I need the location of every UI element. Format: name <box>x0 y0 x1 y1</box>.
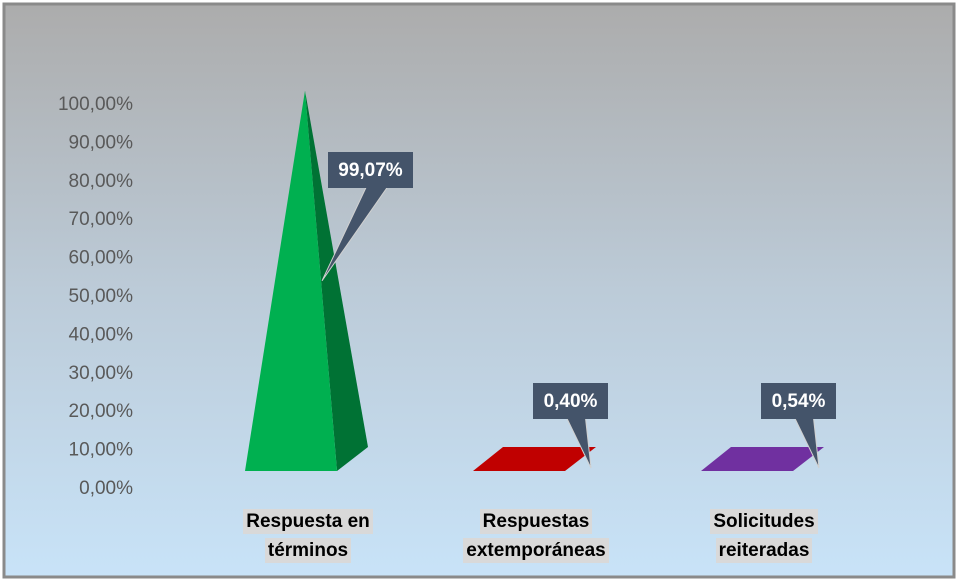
callout-box <box>328 152 413 188</box>
callout-box <box>533 383 608 419</box>
y-tick-label: 60,00% <box>69 248 134 269</box>
callout-box <box>761 383 836 419</box>
pyramid <box>245 90 368 471</box>
data-label: 99,07% <box>338 160 403 181</box>
y-tick-label: 70,00% <box>69 209 134 230</box>
y-tick-label: 100,00% <box>58 94 133 115</box>
x-tick-text: Respuestas extemporáneas <box>463 509 609 563</box>
pyramid-side <box>305 90 368 471</box>
x-tick-text: Respuesta en términos <box>243 509 373 563</box>
y-tick-label: 0,00% <box>79 478 133 499</box>
x-tick-label: Respuesta en términos <box>233 507 383 565</box>
x-tick-text: Solicitudes reiteradas <box>710 509 818 563</box>
y-tick-label: 10,00% <box>69 440 134 461</box>
y-tick-label: 80,00% <box>69 171 134 192</box>
data-label: 0,54% <box>772 391 826 412</box>
y-tick-label: 40,00% <box>69 324 134 345</box>
pyramid-front <box>245 90 337 471</box>
pyramid <box>473 447 596 471</box>
data-label: 0,40% <box>544 391 598 412</box>
y-tick-label: 20,00% <box>69 401 134 422</box>
pyramid <box>701 447 824 471</box>
y-tick-label: 50,00% <box>69 286 134 307</box>
x-tick-label: Respuestas extemporáneas <box>461 507 611 565</box>
x-tick-label: Solicitudes reiteradas <box>689 507 839 565</box>
y-tick-label: 30,00% <box>69 363 134 384</box>
y-tick-label: 90,00% <box>69 132 134 153</box>
pyramid-base <box>473 447 596 471</box>
pyramid-base <box>701 447 824 471</box>
